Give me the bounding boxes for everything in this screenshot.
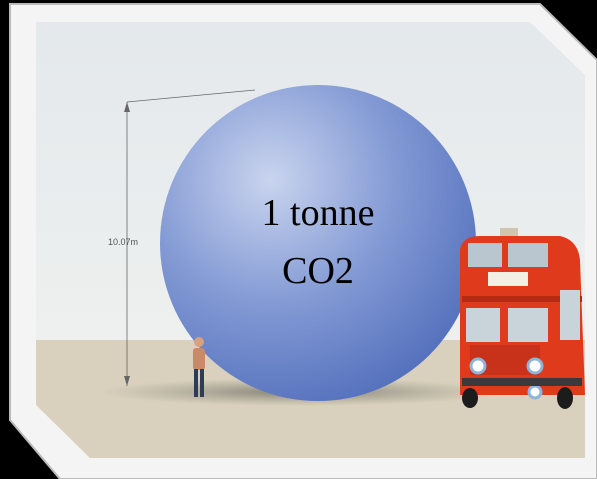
dimension-label: 10.07m (108, 237, 138, 247)
illustration: 10.07m 1 tonne CO2 (0, 0, 597, 479)
bus (460, 228, 585, 409)
page: 10.07m 1 tonne CO2 (0, 0, 597, 479)
sphere-label: CO2 (282, 250, 354, 292)
sphere-label: 1 tonne (262, 192, 375, 234)
sphere (160, 85, 476, 401)
scene: 10.07m 1 tonne CO2 (0, 0, 597, 479)
